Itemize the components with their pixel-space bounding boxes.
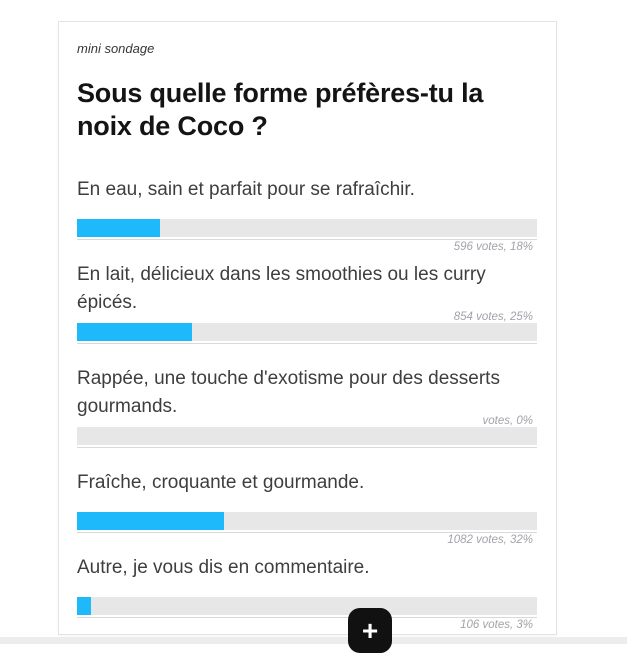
poll-option-bar-fill xyxy=(77,512,225,530)
poll-option-bar-area: 106 votes, 3% xyxy=(77,597,537,631)
poll-option-bar-area: 596 votes, 18% xyxy=(77,219,537,253)
poll-option-bar-track xyxy=(77,323,537,341)
poll-option-bar-fill xyxy=(77,323,192,341)
poll-option-label: En lait, délicieux dans les smoothies ou… xyxy=(77,264,486,313)
poll-option-bar-track xyxy=(77,427,537,445)
poll-category-label: mini sondage xyxy=(77,41,155,56)
poll-option-bar-area: 1082 votes, 32% xyxy=(77,512,537,546)
poll-option[interactable]: Autre, je vous dis en commentaire. 106 v… xyxy=(77,554,537,631)
poll-option-bar-track xyxy=(77,219,537,237)
poll-option-votes: votes, 0% xyxy=(482,415,534,427)
page-bottom-strip xyxy=(0,637,627,644)
poll-option-bar-area: votes, 0% xyxy=(77,415,537,448)
poll-option-bar-area: 854 votes, 25% xyxy=(77,311,537,344)
poll-card: mini sondage Sous quelle forme préfères-… xyxy=(58,21,557,653)
poll-option-label: En eau, sain et parfait pour se rafraîch… xyxy=(77,179,415,200)
add-comment-button[interactable]: + xyxy=(348,608,392,653)
poll-option[interactable]: En lait, délicieux dans les smoothies ou… xyxy=(77,261,537,344)
poll-option[interactable]: Fraîche, croquante et gourmande. 1082 vo… xyxy=(77,469,537,546)
poll-option-votes: 1082 votes, 32% xyxy=(447,534,533,546)
poll-question-title: Sous quelle forme préfères-tu la noix de… xyxy=(77,78,484,141)
poll-option[interactable]: En eau, sain et parfait pour se rafraîch… xyxy=(77,176,537,253)
poll-option-label: Rappée, une touche d'exotisme pour des d… xyxy=(77,368,500,417)
poll-option[interactable]: Rappée, une touche d'exotisme pour des d… xyxy=(77,365,537,448)
poll-option-bar-fill xyxy=(77,219,160,237)
poll-option-bar-fill xyxy=(77,597,91,615)
poll-option-label: Autre, je vous dis en commentaire. xyxy=(77,557,370,578)
poll-option-bar-track xyxy=(77,597,537,615)
poll-option-votes: 596 votes, 18% xyxy=(453,241,533,253)
poll-option-label: Fraîche, croquante et gourmande. xyxy=(77,472,365,493)
poll-option-votes: 854 votes, 25% xyxy=(453,311,533,323)
poll-option-bar-track xyxy=(77,512,537,530)
poll-option-votes: 106 votes, 3% xyxy=(460,619,533,631)
poll-options-list: En eau, sain et parfait pour se rafraîch… xyxy=(77,176,537,631)
